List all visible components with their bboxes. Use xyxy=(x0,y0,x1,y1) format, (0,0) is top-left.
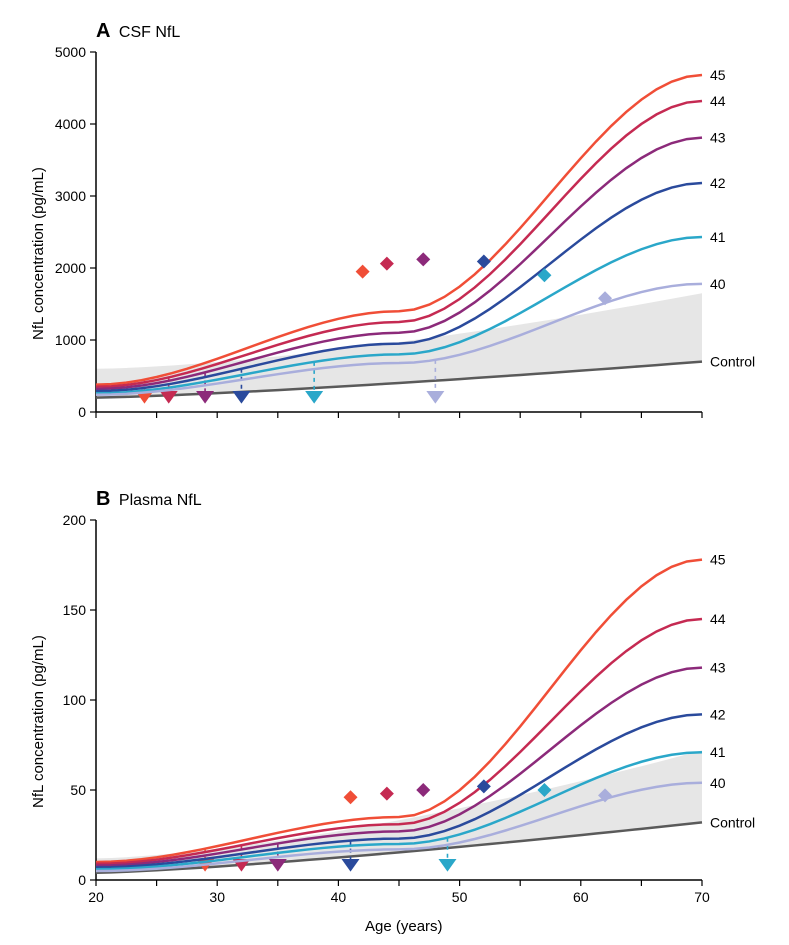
panel-a-chart: 0 1000 2000 3000 4000 5000 Control 45 44 43 42 41 40 xyxy=(42,47,758,447)
svg-text:60: 60 xyxy=(573,889,589,905)
svg-text:30: 30 xyxy=(209,889,225,905)
svg-text:45: 45 xyxy=(710,67,726,83)
svg-text:70: 70 xyxy=(694,889,710,905)
svg-text:4000: 4000 xyxy=(55,116,86,132)
svg-text:200: 200 xyxy=(63,515,87,528)
svg-text:44: 44 xyxy=(710,611,726,627)
svg-text:2000: 2000 xyxy=(55,260,86,276)
panel-a-title: A CSF NfL xyxy=(96,20,180,43)
svg-text:100: 100 xyxy=(63,692,87,708)
svg-text:Control: Control xyxy=(710,354,755,370)
svg-text:41: 41 xyxy=(710,744,726,760)
svg-text:50: 50 xyxy=(70,782,86,798)
svg-text:40: 40 xyxy=(331,889,347,905)
svg-text:3000: 3000 xyxy=(55,188,86,204)
figure-container: A CSF NfL NfL concentration (pg/mL) 0100… xyxy=(0,0,789,945)
svg-text:20: 20 xyxy=(88,889,104,905)
svg-text:43: 43 xyxy=(710,130,726,146)
svg-text:Control: Control xyxy=(710,814,755,830)
svg-text:0: 0 xyxy=(78,872,86,888)
panel-b-letter: B xyxy=(96,488,110,510)
svg-text:42: 42 xyxy=(710,175,726,191)
svg-text:44: 44 xyxy=(710,93,726,109)
svg-text:45: 45 xyxy=(710,552,726,568)
svg-text:150: 150 xyxy=(63,602,87,618)
svg-text:40: 40 xyxy=(710,276,726,292)
svg-text:40: 40 xyxy=(710,775,726,791)
svg-text:0: 0 xyxy=(78,404,86,420)
svg-text:42: 42 xyxy=(710,706,726,722)
x-axis-label: Age (years) xyxy=(365,918,443,935)
svg-text:1000: 1000 xyxy=(55,332,86,348)
panel-a-sub: CSF NfL xyxy=(119,24,180,41)
panel-a-letter: A xyxy=(96,20,110,42)
panel-b-sub: Plasma NfL xyxy=(119,492,202,509)
panel-b-title: B Plasma NfL xyxy=(96,488,202,511)
svg-text:41: 41 xyxy=(710,229,726,245)
panel-b-chart: 0 50 100 150 200 20 30 40 50 60 70 Control 45 44 43 42 4… xyxy=(42,515,758,915)
svg-text:50: 50 xyxy=(452,889,468,905)
svg-text:43: 43 xyxy=(710,660,726,676)
svg-text:5000: 5000 xyxy=(55,47,86,60)
